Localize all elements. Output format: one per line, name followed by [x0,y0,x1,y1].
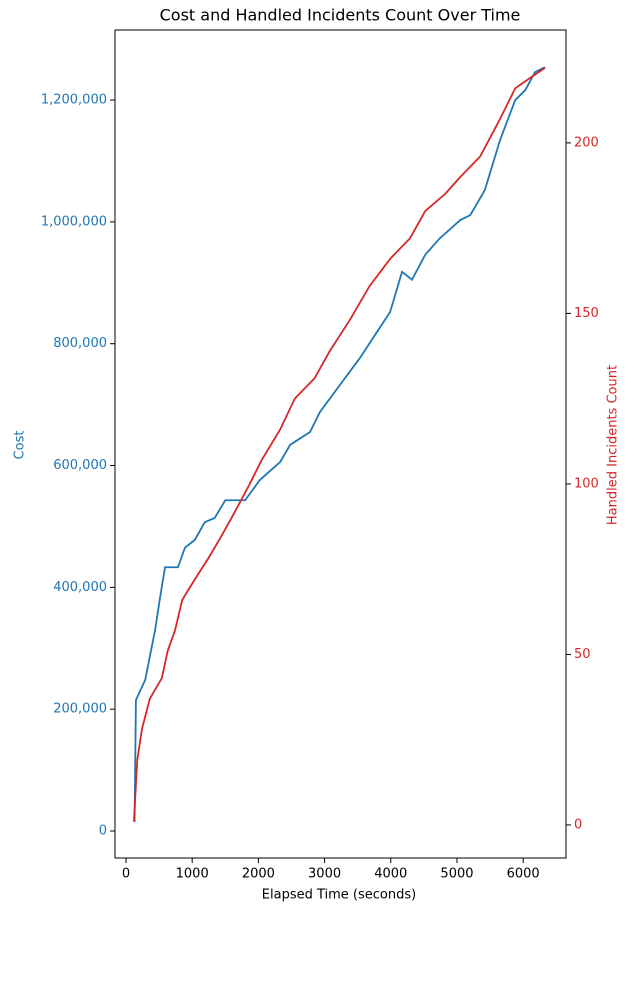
y-axis-label: Cost [13,431,28,460]
y-tick-label: 800,000 [53,336,107,351]
y-tick-label: 400,000 [53,580,107,595]
y2-tick-label: 100 [574,476,599,491]
x-tick-label: 1000 [176,867,209,882]
plot-frame [114,29,567,859]
x-tick-label: 2000 [242,867,275,882]
x-tick-label: 4000 [374,867,407,882]
y-tick-label: 1,200,000 [41,93,107,108]
x-tick-label: 6000 [507,867,540,882]
x-tick-label: 5000 [440,867,473,882]
x-axis-label: Elapsed Time (seconds) [262,888,416,903]
y-tick-label: 0 [99,824,107,839]
y2-tick-label: 0 [574,817,582,832]
x-tick-label: 0 [122,867,130,882]
y2-tick-label: 50 [574,647,591,662]
y2-tick-label: 200 [574,135,599,150]
y2-axis-label: Handled Incidents Count [606,365,621,525]
y-tick-label: 600,000 [53,458,107,473]
chart-title: Cost and Handled Incidents Count Over Ti… [160,6,521,25]
y2-tick-label: 150 [574,306,599,321]
y-tick-label: 200,000 [53,702,107,717]
y-tick-label: 1,000,000 [41,214,107,229]
series-line [133,67,546,822]
series-line [133,66,546,822]
x-tick-label: 3000 [308,867,341,882]
